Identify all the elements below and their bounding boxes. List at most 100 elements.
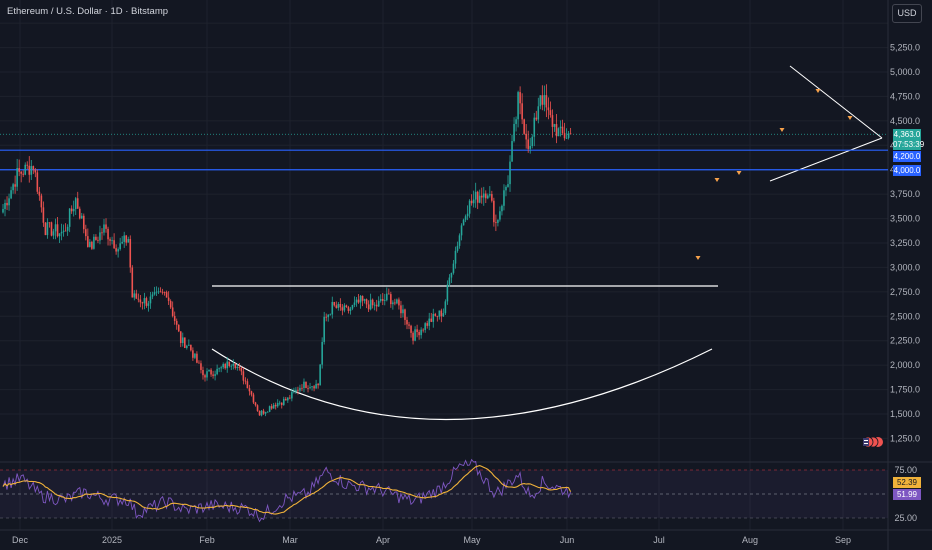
price-tick-label: 2,000.0 [890, 360, 920, 370]
candle-body [519, 92, 521, 104]
candle-body [34, 169, 37, 173]
candle-body [452, 263, 455, 273]
candle-body [262, 410, 265, 414]
events-flag-icon[interactable] [856, 436, 884, 448]
candle-body [521, 103, 523, 120]
candle-body [396, 299, 398, 304]
level-4200-tag: 4,200.0 [893, 151, 921, 162]
candle-body [446, 284, 449, 302]
candle-body [315, 383, 317, 389]
signal-marker [779, 128, 785, 132]
candle-body [549, 110, 552, 116]
candle-body [258, 410, 261, 416]
candle-body [408, 324, 410, 326]
candle-body [12, 184, 14, 191]
candle-body [232, 364, 235, 366]
candle-body [28, 165, 31, 175]
candle-body [478, 195, 481, 203]
candle-body [365, 299, 368, 305]
candle-body [99, 232, 101, 241]
candle-body [357, 299, 360, 303]
candle-body [240, 367, 243, 372]
candle-body [190, 344, 192, 351]
candle-body [371, 299, 374, 306]
candle-body [491, 194, 493, 201]
candle-body [18, 168, 20, 172]
candle-body [250, 391, 253, 395]
candle-body [339, 304, 342, 308]
candle-body [280, 402, 283, 405]
candle-body [83, 215, 85, 230]
candle-body [147, 303, 150, 306]
candle-body [369, 299, 372, 310]
candle-body [60, 231, 63, 234]
candle-body [493, 200, 495, 223]
candle-body [274, 404, 277, 407]
countdown-tag: 07:53:39 [893, 140, 925, 150]
candle-body [143, 298, 146, 304]
candle-body [547, 107, 550, 111]
candle-body [282, 398, 285, 405]
rsi-ma-tag: 52.39 [893, 477, 921, 488]
candle-body [202, 369, 204, 376]
time-tick-label: Jul [653, 535, 665, 545]
last-price-tag: 4,363.0 [893, 129, 921, 140]
rsi-value-tag: 51.99 [893, 489, 921, 500]
candle-body [66, 226, 69, 231]
candle-body [563, 133, 566, 139]
candle-body [270, 406, 273, 409]
candle-body [454, 250, 457, 264]
candle-body [424, 323, 426, 330]
candle-body [127, 239, 130, 243]
candle-body [406, 319, 408, 325]
candle-body [287, 397, 289, 401]
candle-body [8, 198, 10, 206]
candle-body [291, 391, 293, 399]
candle-body [468, 200, 471, 214]
candle-body [482, 193, 485, 198]
candle-body [80, 215, 83, 219]
candle-body [40, 195, 43, 208]
price-tick-label: 3,000.0 [890, 262, 920, 272]
candle-body [194, 353, 196, 358]
candle-body [487, 195, 489, 199]
candle-body [200, 363, 202, 370]
candle-body [480, 195, 483, 198]
candle-body [567, 133, 570, 138]
currency-button[interactable]: USD [892, 4, 922, 23]
candle-body [278, 402, 281, 404]
candle-body [537, 106, 540, 120]
candle-body [313, 386, 315, 389]
candle-body [179, 331, 182, 344]
candle-body [559, 126, 562, 129]
price-tick-label: 1,500.0 [890, 409, 920, 419]
candle-body [117, 249, 119, 252]
candle-body [91, 241, 93, 249]
candle-body [442, 313, 445, 317]
candle-body [109, 239, 111, 241]
candle-body [2, 208, 4, 213]
candle-body [204, 375, 206, 378]
time-tick-label: May [463, 535, 481, 545]
signal-marker [815, 89, 821, 93]
candle-body [555, 124, 558, 137]
candle-body [266, 411, 269, 413]
candle-body [254, 402, 257, 406]
candle-body [462, 219, 465, 226]
candle-body [377, 300, 380, 307]
candle-body [248, 388, 251, 392]
candle-body [470, 200, 473, 204]
candle-body [242, 371, 245, 381]
candle-body [511, 141, 513, 162]
candle-body [196, 353, 198, 363]
price-tick-label: 2,500.0 [890, 311, 920, 321]
candle-body [48, 222, 51, 224]
candle-body [392, 302, 394, 305]
candle-body [272, 404, 275, 409]
price-tick-label: 3,750.0 [890, 189, 920, 199]
candle-body [325, 316, 327, 318]
candle-body [525, 133, 527, 140]
candle-body [145, 298, 148, 306]
rsi-tick-label: 75.00 [894, 465, 917, 475]
